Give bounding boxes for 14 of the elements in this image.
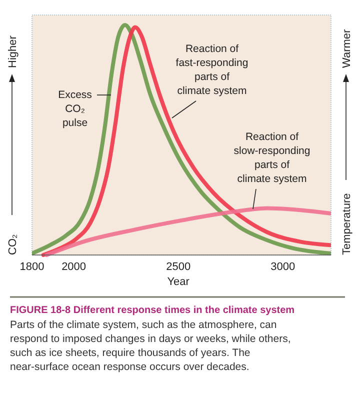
text: Reaction of slow-responding parts of climate system	[234, 131, 310, 185]
x-axis-title: Year	[167, 276, 190, 288]
x-tick-label: 2000	[62, 261, 86, 273]
text: Warmer	[341, 28, 353, 68]
y-axis-title: CO₂	[7, 234, 19, 255]
text: FIGURE 18-8 Different response times in the climate system	[10, 305, 295, 316]
text: Parts of the climate system, such as the atmosphere, can respond to imposed changes in days or weeks, while others, such as ice sheets, require thousands of years. The near-surface ocean response occurs over decades.	[10, 319, 291, 373]
text: Higher	[7, 35, 19, 68]
x-tick-label: 2500	[166, 261, 191, 273]
x-tick-label: 3000	[270, 261, 296, 273]
series-label: Excess CO₂ pulse	[58, 89, 92, 129]
y2-axis-title: Temperature	[341, 193, 353, 255]
x-tick-label: 1800	[20, 261, 44, 273]
series-label: Reaction of fast-responding parts of climate system	[176, 43, 248, 97]
